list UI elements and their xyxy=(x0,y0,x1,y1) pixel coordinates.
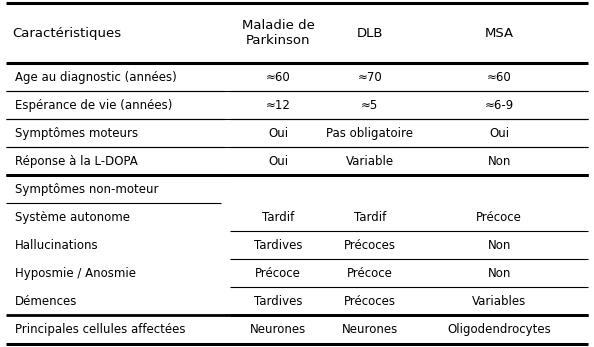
Text: Précoce: Précoce xyxy=(347,267,393,280)
Text: Précoce: Précoce xyxy=(255,267,301,280)
Text: Symptômes moteurs: Symptômes moteurs xyxy=(15,127,138,139)
Text: Précoces: Précoces xyxy=(344,295,396,308)
Text: Variables: Variables xyxy=(472,295,526,308)
Text: Caractéristiques: Caractéristiques xyxy=(12,27,121,40)
Text: Neurones: Neurones xyxy=(250,323,306,336)
Text: Non: Non xyxy=(488,155,511,168)
Text: Réponse à la L-DOPA: Réponse à la L-DOPA xyxy=(15,155,137,168)
Text: Précoces: Précoces xyxy=(344,239,396,252)
Text: Précoce: Précoce xyxy=(476,211,522,224)
Text: Hyposmie / Anosmie: Hyposmie / Anosmie xyxy=(15,267,135,280)
Text: Maladie de
Parkinson: Maladie de Parkinson xyxy=(242,19,314,47)
Text: Principales cellules affectées: Principales cellules affectées xyxy=(15,323,185,336)
Text: Pas obligatoire: Pas obligatoire xyxy=(326,127,413,139)
Text: DLB: DLB xyxy=(356,27,383,40)
Text: Symptômes non-moteur: Symptômes non-moteur xyxy=(15,183,158,196)
Text: Hallucinations: Hallucinations xyxy=(15,239,98,252)
Text: ≈60: ≈60 xyxy=(266,70,290,84)
Text: ≈5: ≈5 xyxy=(361,99,378,112)
Text: Non: Non xyxy=(488,239,511,252)
Text: Espérance de vie (années): Espérance de vie (années) xyxy=(15,99,172,112)
Text: Tardives: Tardives xyxy=(254,295,302,308)
Text: ≈12: ≈12 xyxy=(266,99,290,112)
Text: Système autonome: Système autonome xyxy=(15,211,129,224)
Text: Démences: Démences xyxy=(15,295,77,308)
Text: Neurones: Neurones xyxy=(342,323,398,336)
Text: ≈60: ≈60 xyxy=(487,70,511,84)
Text: MSA: MSA xyxy=(485,27,514,40)
Text: Oligodendrocytes: Oligodendrocytes xyxy=(447,323,551,336)
Text: ≈6-9: ≈6-9 xyxy=(485,99,514,112)
Text: Oui: Oui xyxy=(268,127,288,139)
Text: Tardif: Tardif xyxy=(262,211,294,224)
Text: Oui: Oui xyxy=(268,155,288,168)
Text: Variable: Variable xyxy=(346,155,394,168)
Text: ≈70: ≈70 xyxy=(358,70,382,84)
Text: Tardif: Tardif xyxy=(353,211,386,224)
Text: Tardives: Tardives xyxy=(254,239,302,252)
Text: Oui: Oui xyxy=(489,127,509,139)
Text: Non: Non xyxy=(488,267,511,280)
Text: Age au diagnostic (années): Age au diagnostic (années) xyxy=(15,70,176,84)
